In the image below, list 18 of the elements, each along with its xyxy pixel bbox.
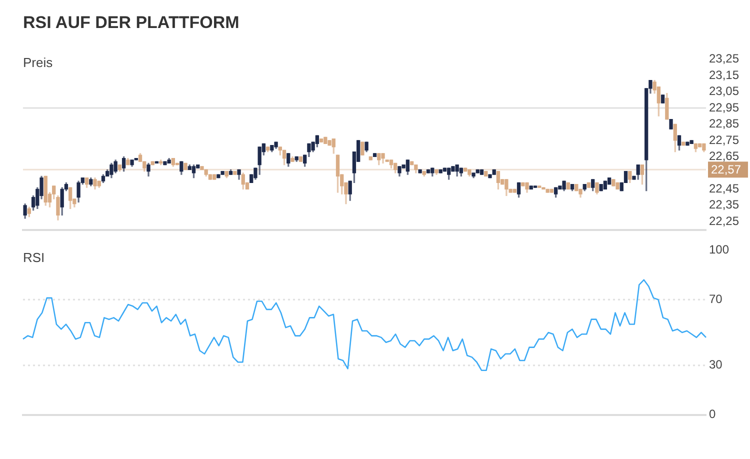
y-tick-label: 30 xyxy=(709,358,723,372)
y-tick-label: 22,45 xyxy=(709,181,740,196)
y-tick-label: 22,75 xyxy=(709,132,740,147)
chart-title: RSI AUF DER PLATTFORM xyxy=(23,13,240,33)
y-tick-label: 22,85 xyxy=(709,116,740,131)
y-axis-title: RSI xyxy=(23,250,45,265)
y-tick-label: 23,15 xyxy=(709,68,740,82)
y-tick-label: 100 xyxy=(709,242,730,257)
y-tick-label: 22,35 xyxy=(709,198,740,212)
y-tick-label: 23,05 xyxy=(709,84,740,98)
y-tick-label: 0 xyxy=(709,407,716,422)
y-tick-label: 70 xyxy=(709,292,723,306)
y-tick-label: 22,65 xyxy=(709,149,740,163)
y-axis-title: Preis xyxy=(23,55,53,70)
y-tick-label: 22,25 xyxy=(709,214,740,228)
y-tick-label: 23,25 xyxy=(709,52,740,66)
ref-line-label: 22,57 xyxy=(711,162,742,176)
y-tick-label: 22,95 xyxy=(709,100,740,114)
